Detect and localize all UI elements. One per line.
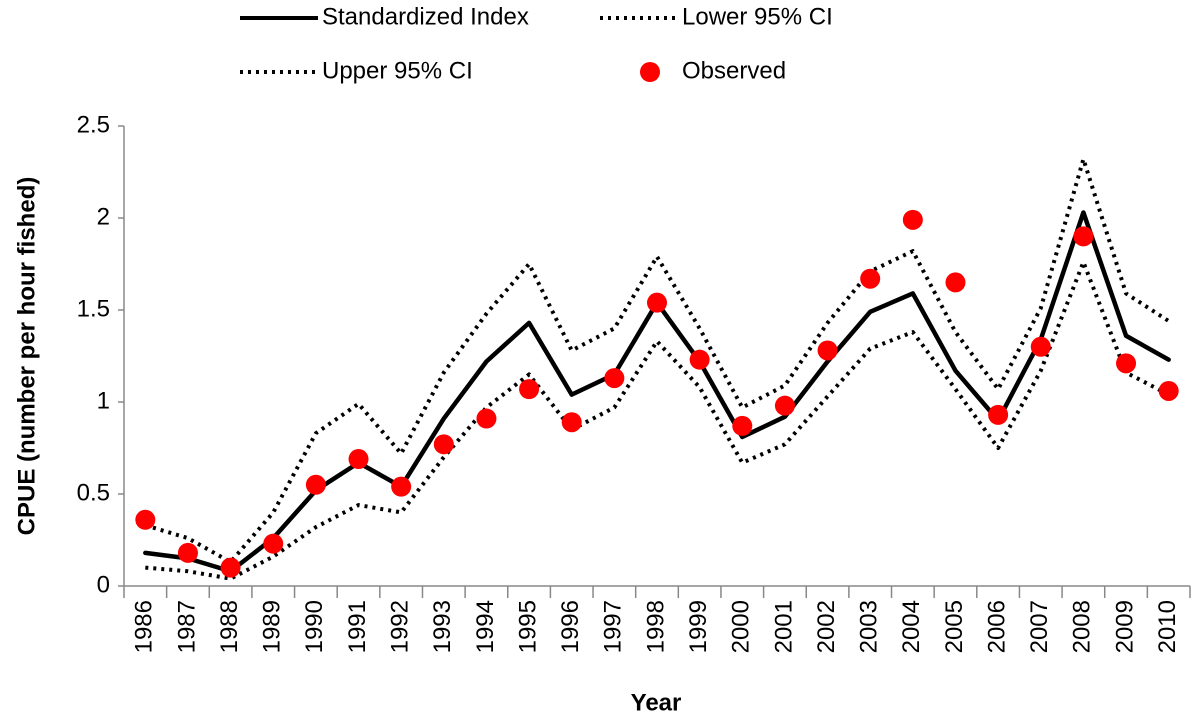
x-tick-label: 2002 [813, 600, 840, 653]
data-point [647, 292, 667, 313]
series-line [145, 260, 1170, 581]
data-point [689, 349, 710, 370]
data-point [433, 434, 454, 455]
data-point [220, 557, 241, 578]
x-tick-label: 1997 [600, 600, 627, 653]
data-point [476, 408, 497, 429]
y-tick-label: 0.5 [77, 479, 110, 506]
legend-label: Upper 95% CI [322, 57, 473, 84]
x-tick-label: 1996 [557, 600, 584, 653]
x-tick-label: 1998 [642, 600, 669, 653]
x-tick-label: 2010 [1154, 600, 1181, 653]
data-point [1116, 353, 1137, 374]
x-tick-label: 1991 [344, 600, 371, 653]
data-point [263, 533, 284, 554]
legend-swatch [640, 62, 660, 82]
y-tick-label: 1 [97, 387, 110, 414]
x-tick-label: 2006 [983, 600, 1010, 653]
x-tick-label: 2007 [1026, 600, 1053, 653]
data-point [945, 272, 966, 293]
legend-label: Lower 95% CI [682, 3, 833, 30]
legend-label: Observed [682, 57, 786, 84]
x-tick-label: 2008 [1069, 600, 1096, 653]
data-point [135, 509, 156, 530]
y-tick-label: 2.5 [77, 111, 110, 138]
series-line [143, 210, 1171, 574]
x-tick-label: 2001 [770, 600, 797, 653]
y-tick-label: 0 [97, 571, 110, 598]
x-tick-label: 2003 [856, 600, 883, 653]
x-tick-label: 1993 [429, 600, 456, 653]
x-tick-label: 2004 [898, 600, 925, 653]
y-tick-label: 2 [97, 203, 110, 230]
data-point [732, 415, 753, 436]
data-point [860, 268, 881, 289]
data-point [1030, 336, 1051, 357]
y-tick-label: 1.5 [77, 295, 110, 322]
y-axis-title: CPUE (number per hour fished) [13, 177, 40, 536]
x-tick-label: 1990 [301, 600, 328, 653]
data-point [1158, 380, 1179, 401]
data-point [817, 340, 838, 361]
x-tick-label: 1987 [173, 600, 200, 653]
data-point [902, 209, 923, 230]
data-point [177, 542, 198, 563]
x-tick-label: 2009 [1111, 600, 1138, 653]
data-point [1073, 226, 1094, 247]
x-tick-label: 1986 [131, 600, 158, 653]
x-tick-label: 1995 [514, 600, 541, 653]
x-tick-label: 2000 [728, 600, 755, 653]
x-tick-label: 1992 [387, 600, 414, 653]
series-line [144, 157, 1170, 565]
x-axis-title: Year [631, 689, 682, 716]
data-point [774, 395, 795, 416]
data-point [348, 449, 369, 470]
data-point [391, 476, 412, 497]
data-point [305, 474, 326, 495]
data-point [988, 404, 1009, 425]
data-point [604, 368, 625, 389]
x-tick-label: 1999 [685, 600, 712, 653]
x-tick-label: 1994 [472, 600, 499, 653]
x-tick-label: 1988 [216, 600, 243, 653]
legend-label: Standardized Index [322, 3, 529, 30]
data-point [561, 412, 582, 433]
x-tick-label: 2005 [941, 600, 968, 653]
x-tick-label: 1989 [259, 600, 286, 653]
data-point [519, 379, 540, 400]
